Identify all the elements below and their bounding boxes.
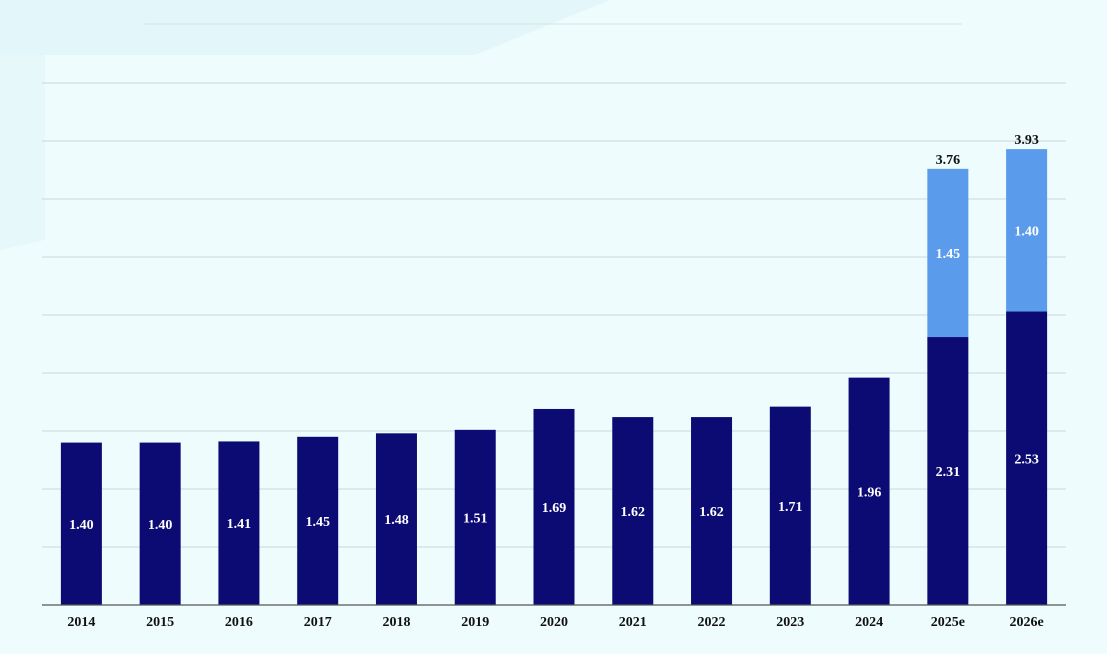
value-label-2021: 1.62: [621, 505, 646, 520]
value-label-2024: 1.96: [857, 485, 882, 500]
x-tick-label-2025e: 2025e: [931, 615, 965, 630]
bar-base-2020: [533, 408, 575, 605]
bar-base-2026e: [1006, 311, 1048, 605]
x-tick-label-2016: 2016: [225, 615, 253, 630]
x-tick-label-2015: 2015: [146, 615, 174, 630]
bar-base-2025e: [927, 337, 969, 605]
value-label-2022: 1.62: [699, 505, 724, 520]
bar-base-2017: [297, 436, 339, 605]
value-label-2026e: 2.53: [1014, 452, 1039, 467]
total-label-2025e: 3.76: [936, 153, 961, 168]
x-tick-label-2019: 2019: [461, 615, 489, 630]
value-label-2023: 1.71: [778, 500, 803, 515]
bar-base-2015: [139, 442, 181, 605]
top-value-label-2025e: 1.45: [936, 247, 961, 262]
bar-base-2022: [691, 417, 733, 605]
grid-lines: [42, 82, 1066, 548]
x-tick-label-2026e: 2026e: [1010, 615, 1044, 630]
bar-base-2019: [454, 429, 496, 605]
value-label-2014: 1.40: [69, 518, 94, 533]
bar-base-2018: [375, 433, 417, 605]
value-label-2020: 1.69: [542, 501, 567, 516]
bar-base-2016: [218, 441, 260, 605]
background-decoration: [0, 0, 962, 250]
top-value-label-2026e: 1.40: [1014, 224, 1039, 239]
x-axis-tick-labels: 2014 2015 2016 2017 2018 2019 2020 2021 2022 2023…: [67, 615, 1043, 630]
value-label-2025e: 2.31: [936, 465, 961, 480]
value-label-2019: 1.51: [463, 511, 488, 526]
value-label-2017: 1.45: [305, 515, 330, 530]
value-label-2015: 1.40: [148, 518, 173, 533]
x-tick-label-2018: 2018: [382, 615, 410, 630]
x-tick-label-2021: 2021: [619, 615, 647, 630]
bar-top-2026e: [1006, 149, 1048, 312]
value-label-2018: 1.48: [384, 513, 409, 528]
x-tick-label-2022: 2022: [698, 615, 726, 630]
value-label-2016: 1.41: [227, 517, 252, 532]
bar-base-2014: [60, 442, 102, 605]
x-tick-label-2024: 2024: [855, 615, 883, 630]
x-tick-label-2017: 2017: [304, 615, 332, 630]
x-tick-label-2020: 2020: [540, 615, 568, 630]
total-label-2026e: 3.93: [1014, 133, 1039, 148]
x-tick-label-2023: 2023: [776, 615, 804, 630]
bars-group: 1.40 1.40 1.41 1.45 1.48 1.51 1.69 1.62 1.62 1.71…: [60, 133, 1048, 605]
bar-top-2025e: [927, 168, 969, 338]
bar-base-2021: [612, 417, 654, 605]
bar-base-2023: [769, 406, 811, 605]
bar-base-2024: [848, 377, 890, 605]
x-tick-label-2014: 2014: [67, 615, 95, 630]
